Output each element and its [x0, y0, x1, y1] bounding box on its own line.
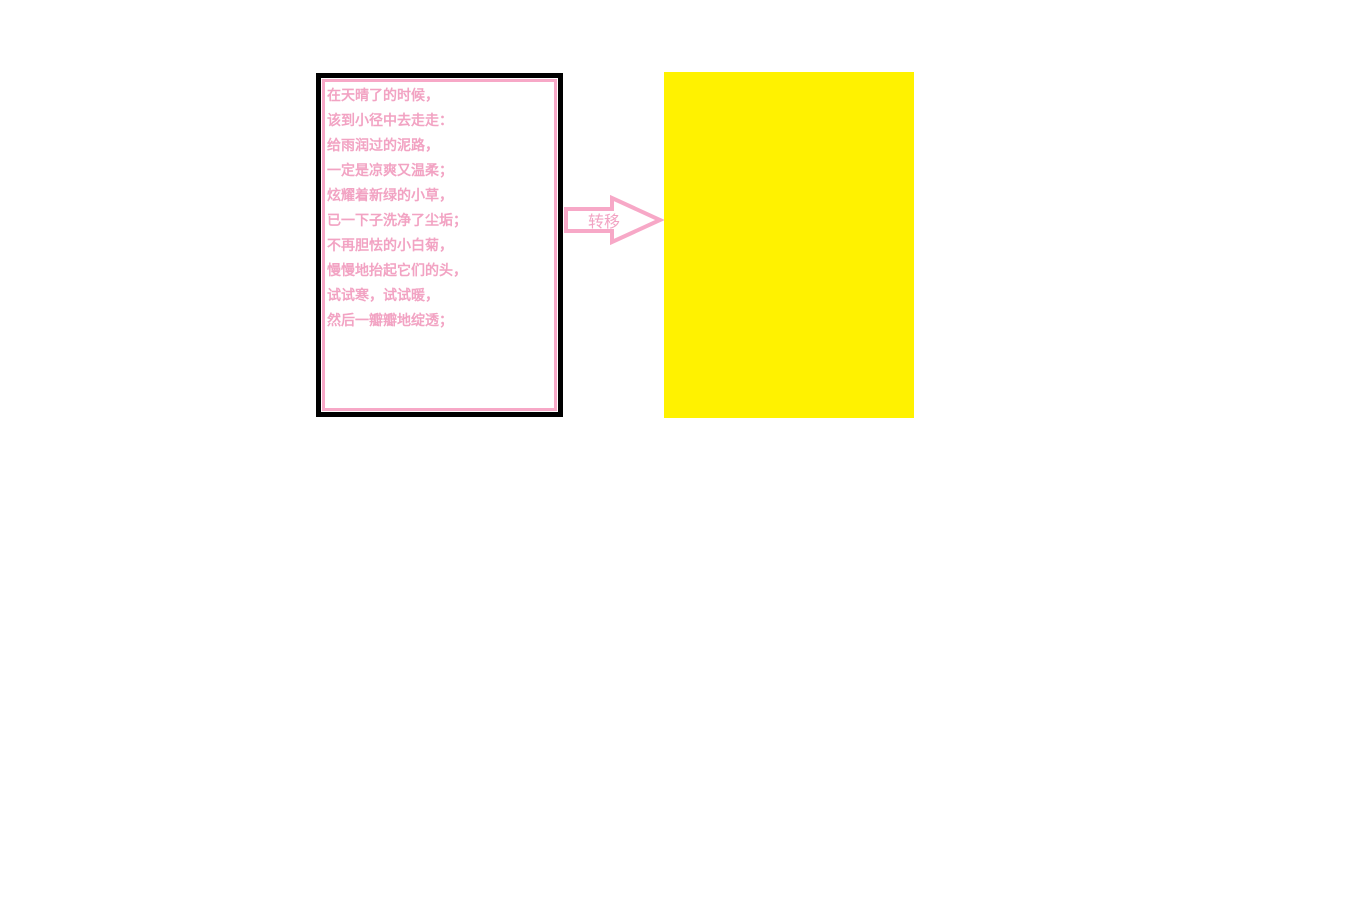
poem-line: 在天晴了的时候，: [327, 88, 439, 104]
poem-line: 不再胆怯的小白菊，: [327, 238, 453, 254]
poem-text: 在天晴了的时候， 该到小径中去走走： 给雨润过的泥路， 一定是凉爽又温柔； 炫耀…: [327, 84, 467, 334]
transfer-label[interactable]: 转移: [588, 212, 621, 231]
poem-line: 给雨润过的泥路，: [327, 138, 439, 154]
target-box[interactable]: [664, 72, 914, 418]
poem-line: 试试寒，试试暖，: [327, 288, 439, 304]
arrow-right-icon: [564, 194, 665, 246]
poem-line: 然后一瓣瓣地绽透；: [327, 313, 453, 329]
poem-line: 该到小径中去走走：: [327, 113, 453, 129]
poem-line: 慢慢地抬起它们的头，: [327, 263, 467, 279]
poem-line: 已一下子洗净了尘垢；: [327, 213, 467, 229]
source-text-area[interactable]: 在天晴了的时候， 该到小径中去走走： 给雨润过的泥路， 一定是凉爽又温柔； 炫耀…: [322, 79, 557, 411]
transfer-button[interactable]: 转移: [563, 194, 665, 246]
poem-line: 炫耀着新绿的小草，: [327, 188, 453, 204]
poem-line: 一定是凉爽又温柔；: [327, 163, 453, 179]
source-box: 在天晴了的时候， 该到小径中去走走： 给雨润过的泥路， 一定是凉爽又温柔； 炫耀…: [316, 73, 563, 417]
